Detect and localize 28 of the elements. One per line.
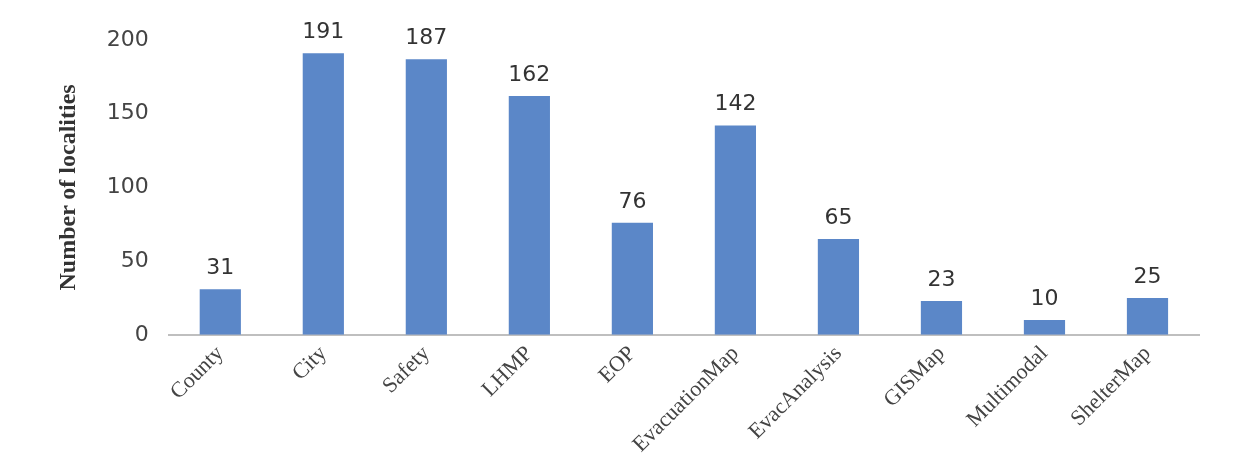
y-tick-label: 150 xyxy=(106,99,149,125)
y-axis-title: Number of localities xyxy=(53,84,80,291)
bar xyxy=(817,239,860,335)
data-label: 31 xyxy=(206,253,235,279)
data-label: 23 xyxy=(927,265,956,291)
x-tick-label: EOP xyxy=(592,340,641,388)
bar xyxy=(1126,297,1169,335)
y-tick-label: 0 xyxy=(134,320,149,346)
y-tick-label: 50 xyxy=(120,246,149,272)
y-tick-label: 100 xyxy=(106,173,149,199)
y-tick-label: 200 xyxy=(106,25,149,51)
data-label: 162 xyxy=(508,60,551,86)
bar xyxy=(302,53,344,335)
bar xyxy=(920,300,963,335)
data-label: 25 xyxy=(1133,262,1162,288)
bar xyxy=(714,125,757,335)
data-label: 191 xyxy=(302,17,345,43)
x-tick-label: City xyxy=(286,340,331,385)
data-label: 10 xyxy=(1030,284,1059,310)
bar xyxy=(1023,320,1066,335)
data-label: 65 xyxy=(824,203,853,229)
data-label: 187 xyxy=(405,23,448,49)
bar xyxy=(508,96,550,335)
bar xyxy=(611,222,653,335)
bar xyxy=(405,59,447,335)
data-label: 142 xyxy=(714,90,757,116)
bar xyxy=(199,289,241,335)
data-label: 76 xyxy=(618,187,647,213)
